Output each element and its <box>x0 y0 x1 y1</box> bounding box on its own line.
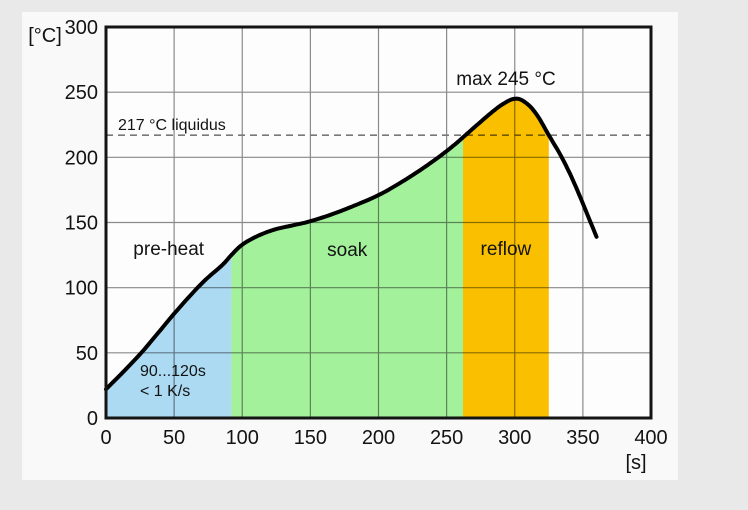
x-axis-unit-label: [s] <box>625 452 646 474</box>
y-tick-label: 100 <box>65 278 98 300</box>
y-tick-label: 300 <box>65 17 98 39</box>
region-fills <box>106 98 549 418</box>
preheat-duration-label: 90...120s <box>140 363 206 380</box>
x-tick-label: 300 <box>498 427 531 449</box>
region-fill-soak <box>231 137 463 418</box>
y-tick-label: 0 <box>87 408 98 430</box>
temperature-curve <box>104 96 599 392</box>
x-tick-label: 250 <box>430 427 463 449</box>
region-fill-reflow <box>463 98 549 418</box>
y-axis-tick-labels: 0 50 100 150 200 250 300 <box>65 17 98 430</box>
max-temperature-label: max 245 °C <box>456 69 555 90</box>
region-fill-pre-heat <box>106 255 232 418</box>
x-tick-label: 150 <box>294 427 327 449</box>
y-tick-label: 200 <box>65 147 98 169</box>
x-tick-label: 350 <box>566 427 599 449</box>
x-axis-tick-labels: 0 50 100 150 200 250 300 350 400 <box>100 427 667 449</box>
y-tick-label: 150 <box>65 213 98 235</box>
region-label-pre-heat: pre-heat <box>133 239 204 260</box>
temperature-curve-layer <box>104 96 599 392</box>
x-tick-label: 50 <box>163 427 185 449</box>
y-tick-label: 50 <box>76 343 98 365</box>
region-label-soak: soak <box>327 240 368 261</box>
y-tick-label: 250 <box>65 82 98 104</box>
x-tick-label: 0 <box>100 427 111 449</box>
y-axis-unit-label: [°C] <box>28 25 62 47</box>
plot-frame <box>104 25 653 420</box>
x-tick-label: 200 <box>362 427 395 449</box>
preheat-ramp-rate-label: < 1 K/s <box>140 383 190 400</box>
liquidus-line-label: 217 °C liquidus <box>118 117 226 134</box>
x-tick-label: 400 <box>634 427 667 449</box>
region-label-reflow: reflow <box>481 239 532 260</box>
x-tick-label: 100 <box>226 427 259 449</box>
